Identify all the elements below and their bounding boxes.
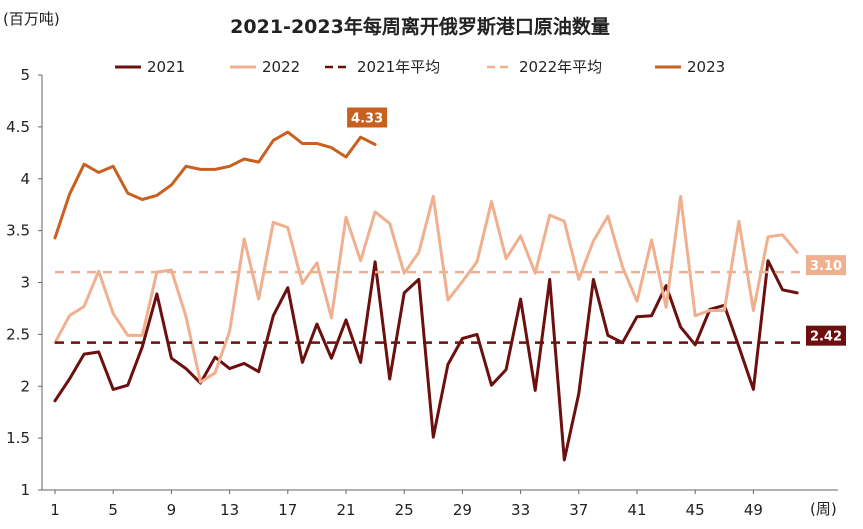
legend-label: 2022: [262, 58, 300, 76]
x-tick-label: 21: [336, 501, 355, 519]
legend: 2021 2022 2021年平均 2022年平均 2023: [115, 58, 725, 76]
legend-label: 2022年平均: [519, 58, 602, 76]
y-tick-label: 5: [20, 66, 30, 84]
series-line-2023: [53, 130, 377, 240]
x-tick-label: 37: [569, 501, 588, 519]
data-label-bg: [806, 325, 846, 346]
y-tick-label: 3: [20, 274, 30, 292]
series-layer: [53, 130, 838, 462]
data-label: 4.33: [351, 112, 383, 127]
y-axis-unit: (百万吨): [3, 10, 60, 28]
legend-label: 2021年平均: [357, 58, 440, 76]
y-tick-label: 2: [20, 377, 30, 395]
series-line-2021: [53, 259, 799, 462]
data-label-bg: [347, 107, 388, 128]
series-line-2022: [53, 194, 799, 384]
y-tick-label: 2.5: [6, 325, 30, 343]
data-labels: 4.33 3.10 2.42: [347, 107, 846, 346]
x-axis-unit: (周): [810, 500, 837, 518]
y-tick-label: 1: [20, 481, 30, 499]
x-tick-label: 49: [744, 501, 763, 519]
y-tick-label: 4: [20, 170, 30, 188]
chart-title: 2021-2023年每周离开俄罗斯港口原油数量: [230, 15, 610, 38]
x-tick-label: 33: [511, 501, 530, 519]
data-label: 3.10: [810, 259, 842, 274]
data-label: 2.42: [810, 330, 842, 345]
x-tick-label: 45: [686, 501, 705, 519]
legend-label: 2023: [687, 58, 725, 76]
data-label-bg: [806, 255, 846, 276]
axes: 1 1.5 2 2.5 3 3.5 4 4.5 5 1 5 9 13 17 21 25 29 33 37 41 45 49: [6, 66, 838, 519]
y-tick-label: 3.5: [6, 222, 30, 240]
y-tick-label: 1.5: [6, 429, 30, 447]
x-tick-label: 9: [167, 501, 177, 519]
x-tick-label: 41: [627, 501, 646, 519]
legend-label: 2021: [147, 58, 185, 76]
x-tick-label: 13: [220, 501, 239, 519]
x-tick-label: 17: [278, 501, 297, 519]
y-tick-label: 4.5: [6, 118, 30, 136]
x-tick-label: 1: [50, 501, 60, 519]
x-tick-label: 25: [395, 501, 414, 519]
x-tick-label: 5: [108, 501, 118, 519]
x-tick-label: 29: [453, 501, 472, 519]
